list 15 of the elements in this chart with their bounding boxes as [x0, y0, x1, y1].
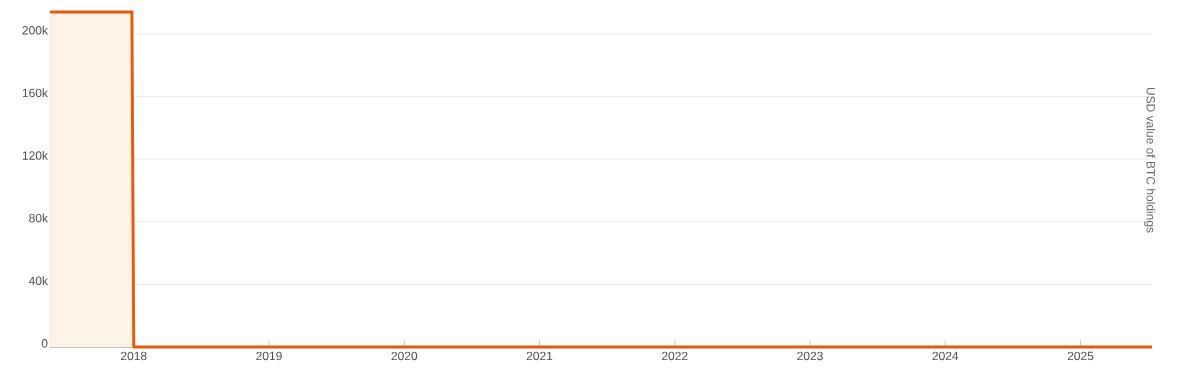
x-tick-label: 2023 [797, 351, 823, 361]
x-tick-label: 2025 [1067, 351, 1094, 361]
x-tick-label: 2019 [256, 351, 282, 361]
x-tick-label: 2020 [391, 351, 418, 361]
x-tick-label: 2018 [121, 351, 147, 361]
y-tick-label: 0 [41, 339, 48, 348]
y-tick-label: 200k [22, 25, 48, 35]
y-tick-label: 80k [29, 213, 48, 223]
x-tick-label: 2024 [932, 351, 959, 361]
y-tick-label: 40k [28, 276, 48, 286]
y-axis-title: USD value of BTC holdings [1144, 87, 1156, 233]
y-tick-label: 120k [22, 150, 48, 160]
y-tick-label: 160k [22, 88, 48, 98]
x-tick-label: 2022 [662, 351, 688, 361]
x-tick-label: 2021 [526, 351, 553, 361]
